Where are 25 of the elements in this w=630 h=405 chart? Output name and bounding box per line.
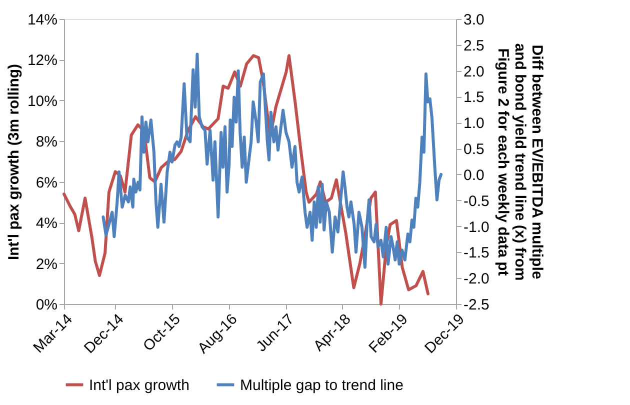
- y2-tick-label: -1.0: [464, 218, 490, 236]
- y2-tick-label: 1.5: [464, 89, 484, 106]
- y2-tick-label: -2.0: [464, 270, 490, 288]
- legend-label: Multiple gap to trend line: [240, 376, 404, 394]
- y2-tick-label: -1.5: [464, 244, 490, 262]
- y-tick-label: 0%: [36, 296, 58, 314]
- y-tick-label: 6%: [36, 174, 58, 192]
- y-tick-label: 10%: [27, 92, 58, 110]
- y2-tick-label: -2.5: [464, 296, 490, 314]
- y2-tick-label: 0.5: [464, 141, 484, 158]
- y2-axis-title: Diff between EV/EBITDA multiple and bond yield trend line (x) from Figure 2 for each weekly data pt: [494, 43, 546, 281]
- line-series: [102, 52, 443, 269]
- y-tick-label: 2%: [36, 256, 58, 273]
- y2-tick-label: 3.0: [464, 12, 484, 28]
- y-tick-label: 12%: [27, 52, 58, 70]
- y-tick-label: 4%: [36, 215, 58, 232]
- y-tick-label: 14%: [27, 12, 58, 28]
- y2-tick-label: 1.0: [464, 115, 484, 132]
- y2-tick-label: 2.0: [464, 63, 484, 80]
- y2-tick-label: 2.5: [464, 37, 484, 54]
- y2-tick-label: 0.0: [464, 166, 484, 184]
- y-tick-label: 8%: [36, 134, 58, 151]
- y-axis-title: Int'l pax growth (3m rolling): [5, 64, 22, 260]
- legend-label: Int'l pax growth: [89, 376, 190, 394]
- y2-tick-label: -0.5: [464, 192, 490, 210]
